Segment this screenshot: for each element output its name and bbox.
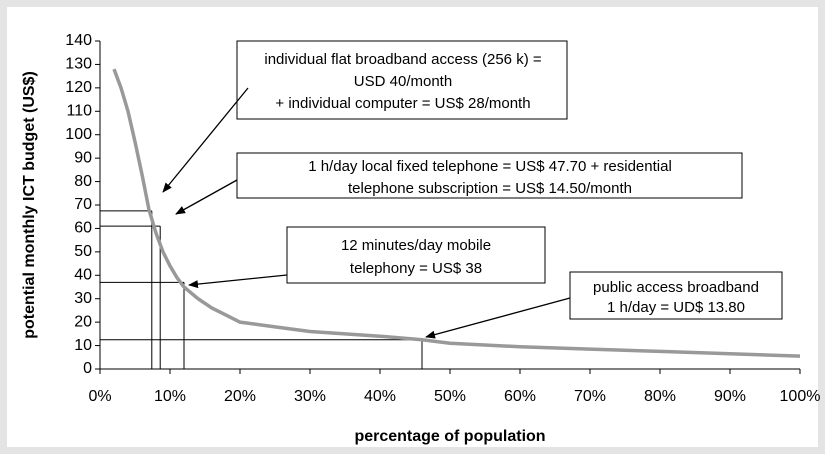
annotation-text: 12 minutes/day mobile [341, 237, 491, 254]
annotation-text: public access broadband [593, 279, 759, 296]
x-tick-label: 30% [294, 388, 326, 405]
annotation-box [569, 271, 783, 320]
annotation-text: telephone subscription = US$ 14.50/month [348, 180, 632, 197]
annotation-box [286, 226, 546, 284]
x-tick-label: 80% [644, 388, 676, 405]
x-tick-label: 0% [88, 388, 111, 405]
y-tick-label: 110 [66, 103, 92, 120]
x-tick-label: 60% [504, 388, 536, 405]
y-tick-label: 140 [65, 32, 92, 49]
annotation-box [236, 40, 568, 120]
y-tick-label: 80 [74, 173, 92, 190]
annotation-text: USD 40/month [354, 73, 452, 90]
x-tick-label: 90% [714, 388, 746, 405]
y-tick-label: 40 [74, 267, 92, 284]
annotation-arrow [425, 297, 571, 339]
annotation-text: 1 h/day local fixed telephone = US$ 47.7… [308, 158, 672, 175]
x-tick-label: 50% [434, 388, 466, 405]
x-tick-label: 20% [224, 388, 256, 405]
annotation-arrow [175, 179, 238, 215]
x-tick-label: 10% [154, 388, 186, 405]
y-tick-label: 130 [65, 56, 92, 73]
x-tick-label: 70% [574, 388, 606, 405]
annotation-arrow [188, 274, 288, 289]
y-tick-label: 50 [74, 243, 92, 260]
x-tick-label: 40% [364, 388, 396, 405]
x-tick-label: 100% [780, 388, 821, 405]
y-tick-label: 10 [74, 337, 92, 354]
y-tick-label: 100 [65, 126, 92, 143]
y-tick-label: 0 [83, 360, 92, 377]
annotation-arrow [162, 87, 249, 193]
annotation-box [236, 152, 743, 199]
annotation-text: telephony = US$ 38 [350, 260, 482, 277]
x-axis-label: percentage of population [354, 428, 545, 445]
y-tick-label: 90 [74, 149, 92, 166]
curve [112, 68, 801, 358]
y-axis-label: potential monthly ICT budget (US$) [21, 71, 38, 339]
y-tick-label: 60 [74, 220, 92, 237]
y-tick-label: 30 [74, 290, 92, 307]
annotation-text: individual flat broadband access (256 k)… [264, 51, 541, 68]
y-tick-label: 120 [65, 79, 92, 96]
annotation-text: 1 h/day = UD$ 13.80 [607, 299, 745, 316]
annotation-text: + individual computer = US$ 28/month [275, 95, 530, 112]
y-tick-label: 20 [74, 313, 92, 330]
y-tick-label: 70 [74, 196, 92, 213]
